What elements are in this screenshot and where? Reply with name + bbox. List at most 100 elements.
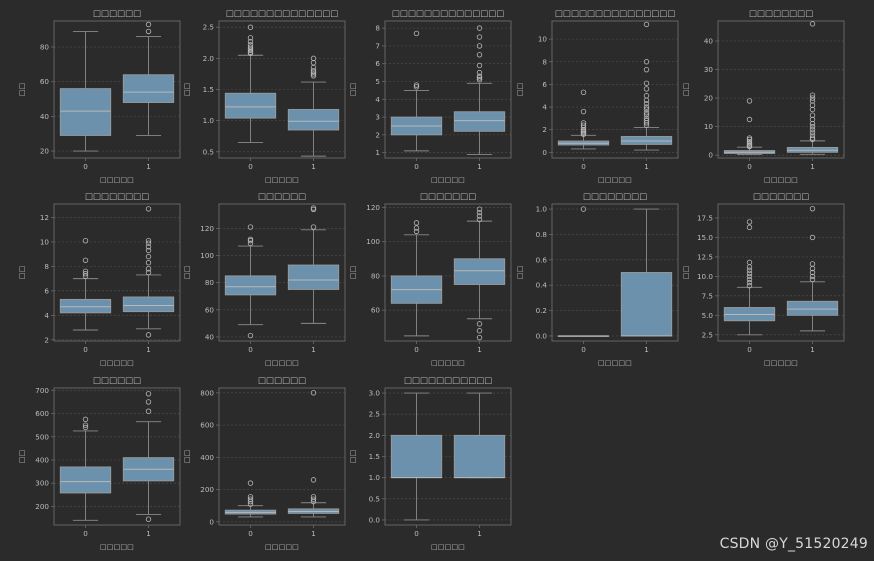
chart-panel: 0.0 0.5 1.0 1.5 2.0 2.5 3.0 0 1 □□□□□□□□□□□ □□□□□ □… bbox=[341, 374, 527, 561]
chart-panel: 40 60 80 100 120 0 1 □□□□□□ □□□□□ □□ bbox=[175, 190, 361, 377]
outlier-point bbox=[809, 261, 816, 267]
outlier-point bbox=[82, 257, 89, 263]
outlier-point bbox=[476, 73, 483, 79]
chart-panel: 1 2 3 4 5 6 7 8 0 1 □□□□□□□□□□□□□□ □□□□□ □□ bbox=[341, 7, 527, 194]
outlier-point bbox=[145, 253, 152, 260]
chart-title: □□□□□□ bbox=[258, 192, 306, 202]
outlier-point bbox=[746, 138, 753, 145]
outlier-point bbox=[145, 408, 152, 414]
outlier-point bbox=[247, 24, 254, 30]
y-tick-label: 8 bbox=[542, 57, 547, 66]
box-iqr bbox=[122, 296, 175, 313]
outlier-point bbox=[145, 244, 152, 250]
y-tick-label: 10 bbox=[40, 237, 50, 246]
outlier-point bbox=[809, 112, 816, 118]
y-tick-label: 0.5 bbox=[369, 494, 380, 503]
chart-title: □□□□□□□□□□□□□□ bbox=[226, 9, 338, 19]
y-tick-label: 10 bbox=[538, 35, 548, 44]
x-axis-label: □□□□□ bbox=[265, 175, 299, 184]
y-tick-label: 500 bbox=[35, 432, 49, 441]
x-tick-label: 1 bbox=[146, 162, 151, 171]
y-tick-label: 7 bbox=[375, 41, 380, 50]
chart-title: □□□□□□□□ bbox=[749, 9, 813, 19]
y-tick-label: 0 bbox=[542, 148, 547, 157]
outlier-point bbox=[82, 422, 89, 428]
outlier-point bbox=[476, 77, 483, 83]
outlier-point bbox=[809, 273, 816, 280]
chart-panel: 60 80 100 120 0 1 □□□□□□□ □□□□□ □□ bbox=[341, 190, 527, 377]
outlier-point bbox=[643, 93, 650, 99]
y-axis-label: □□ bbox=[17, 83, 26, 97]
box-iqr bbox=[287, 108, 340, 131]
x-tick-label: 0 bbox=[581, 345, 586, 354]
outlier-point bbox=[247, 35, 254, 41]
box-iqr bbox=[287, 264, 340, 290]
outlier-point bbox=[643, 100, 650, 107]
y-tick-label: 5 bbox=[375, 77, 380, 86]
outlier-point bbox=[82, 268, 89, 274]
outlier-point bbox=[145, 332, 152, 338]
chart-title: □□□□□□ bbox=[258, 376, 306, 386]
plot-frame bbox=[717, 20, 845, 159]
outlier-point bbox=[247, 494, 254, 500]
outlier-point bbox=[82, 424, 89, 431]
y-axis-label: □□ bbox=[17, 266, 26, 280]
outlier-point bbox=[746, 116, 753, 123]
outlier-point bbox=[643, 117, 650, 124]
outlier-point bbox=[580, 108, 587, 115]
outlier-point bbox=[413, 220, 420, 226]
y-tick-label: 400 bbox=[35, 455, 49, 464]
y-tick-label: 2 bbox=[44, 335, 49, 344]
y-tick-label: 2.5 bbox=[203, 23, 214, 32]
outlier-point bbox=[310, 60, 317, 66]
y-tick-label: 700 bbox=[35, 386, 49, 395]
outlier-point bbox=[643, 110, 650, 116]
outlier-point bbox=[413, 225, 420, 231]
outlier-point bbox=[643, 21, 650, 28]
chart-title: □□□□□□□ bbox=[420, 192, 476, 202]
y-tick-label: 20 bbox=[40, 147, 50, 156]
outlier-point bbox=[580, 89, 587, 96]
y-axis-label: □□ bbox=[182, 450, 191, 464]
y-tick-label: 6 bbox=[375, 59, 380, 68]
y-tick-label: 40 bbox=[704, 36, 714, 45]
outlier-point bbox=[476, 69, 483, 76]
box-iqr bbox=[59, 298, 112, 314]
outlier-point bbox=[643, 86, 650, 92]
x-tick-label: 0 bbox=[83, 162, 88, 171]
chart-panel: 2.5 5.0 7.5 10.0 12.5 15.0 17.5 0 1 □□□□□□□ □□□□□ □… bbox=[674, 190, 860, 377]
y-tick-label: 20 bbox=[704, 94, 714, 103]
x-tick-label: 0 bbox=[83, 529, 88, 538]
y-tick-label: 200 bbox=[35, 502, 49, 511]
outlier-point bbox=[145, 21, 152, 28]
chart-title: □□□□□□□ bbox=[753, 192, 809, 202]
outlier-point bbox=[809, 98, 816, 104]
outlier-point bbox=[476, 321, 483, 327]
outlier-point bbox=[310, 477, 317, 483]
y-tick-label: 80 bbox=[40, 43, 50, 52]
outlier-point bbox=[145, 269, 152, 276]
x-axis-label: □□□□□ bbox=[431, 175, 465, 184]
y-tick-label: 0 bbox=[209, 517, 214, 526]
x-axis-label: □□□□□ bbox=[598, 175, 632, 184]
outlier-point bbox=[310, 55, 317, 62]
box-iqr bbox=[59, 88, 112, 136]
outlier-point bbox=[580, 206, 587, 212]
y-tick-label: 0.0 bbox=[369, 515, 381, 524]
y-tick-label: 5.0 bbox=[702, 311, 714, 320]
y-tick-label: 4 bbox=[542, 103, 547, 112]
outlier-point bbox=[145, 266, 152, 272]
outlier-point bbox=[413, 84, 420, 90]
x-tick-label: 0 bbox=[248, 162, 253, 171]
y-tick-label: 60 bbox=[205, 305, 215, 314]
outlier-point bbox=[476, 43, 483, 49]
outlier-point bbox=[247, 480, 254, 486]
y-axis-label: □□ bbox=[348, 450, 357, 464]
y-tick-label: 600 bbox=[200, 421, 214, 430]
chart-panel: 2 4 6 8 10 12 0 1 □□□□□□□□ □□□□□ □□ bbox=[10, 190, 196, 377]
outlier-point bbox=[476, 25, 483, 31]
chart-title: □□□□□□ bbox=[93, 9, 141, 19]
